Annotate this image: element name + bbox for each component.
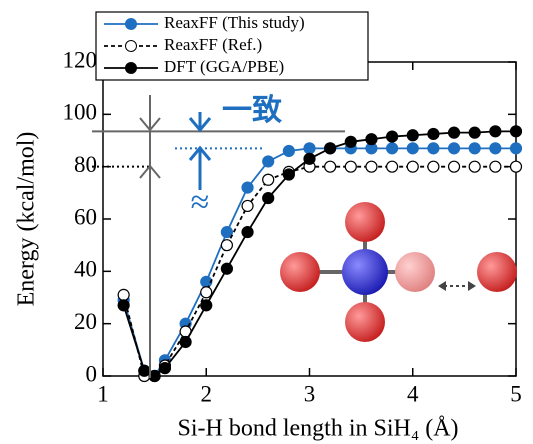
data-point <box>509 142 523 155</box>
data-point <box>427 127 440 141</box>
data-point <box>241 181 254 194</box>
data-point <box>220 262 233 275</box>
data-point <box>427 142 440 155</box>
data-point <box>117 288 130 301</box>
illustration <box>139 95 517 378</box>
data-point <box>489 160 502 173</box>
data-point <box>365 160 378 173</box>
data-point <box>282 168 295 181</box>
data-point <box>138 364 151 377</box>
y-tick-label: 100 <box>63 100 98 125</box>
data-point <box>406 142 419 155</box>
data-point <box>324 160 337 173</box>
data-point <box>262 173 275 186</box>
legend-label: DFT (GGA/PBE) <box>164 57 284 76</box>
y-tick-label: 40 <box>74 257 97 282</box>
data-point <box>344 135 357 148</box>
data-point <box>406 160 419 173</box>
data-point <box>200 299 213 312</box>
plot-frame <box>102 61 517 377</box>
data-point <box>447 126 461 139</box>
x-tick-label: 2 <box>201 381 213 406</box>
data-point <box>158 362 172 375</box>
x-tick-label: 3 <box>304 381 316 406</box>
data-point <box>303 142 316 155</box>
data-point <box>386 130 399 143</box>
data-point <box>427 160 440 173</box>
x-tick-label: 5 <box>510 381 522 406</box>
data-point <box>179 335 192 349</box>
data-point <box>241 199 254 213</box>
legend-marker <box>125 18 137 30</box>
data-point <box>509 125 523 138</box>
data-point <box>262 191 275 205</box>
legend-marker <box>125 40 137 52</box>
data-point <box>468 142 481 155</box>
legend-marker <box>125 62 137 74</box>
data-point <box>241 225 254 239</box>
data-point <box>447 160 461 173</box>
data-point <box>303 152 316 165</box>
y-tick-label: 60 <box>74 204 97 229</box>
x-axis-label: Si-H bond length in SiH₄ (Å) <box>177 416 458 442</box>
data-point <box>509 160 523 173</box>
annotation: ≈ <box>191 184 210 221</box>
data-point <box>220 239 233 252</box>
data-point <box>200 286 213 299</box>
data-point <box>220 225 233 239</box>
data-point <box>282 144 295 158</box>
data-point <box>344 160 357 173</box>
data-point <box>447 142 461 155</box>
legend: ReaxFF (This study) ReaxFF (Ref.) DFT (GGA… <box>95 11 369 81</box>
data-point <box>324 142 337 155</box>
data-point <box>117 299 130 312</box>
y-tick-label: 20 <box>74 309 97 334</box>
y-tick-label: 0 <box>86 361 98 386</box>
data-point <box>262 155 275 168</box>
x-tick-label: 1 <box>97 381 109 406</box>
data-point <box>406 129 419 142</box>
y-tick-label: 120 <box>63 47 98 72</box>
data-point <box>365 133 378 146</box>
data-point <box>489 125 502 138</box>
data-point <box>386 160 399 173</box>
legend-label: ReaxFF (Ref.) <box>164 35 262 54</box>
annotation: 一致 <box>222 94 282 127</box>
x-tick-label: 4 <box>407 381 419 406</box>
y-axis-label: Energy (kcal/mol) <box>14 132 40 307</box>
data-point <box>468 160 481 173</box>
data-point <box>489 142 502 155</box>
data-point <box>386 142 399 155</box>
legend-label: ReaxFF (This study) <box>164 13 305 32</box>
data-point <box>468 126 481 139</box>
y-tick-label: 80 <box>74 152 97 177</box>
